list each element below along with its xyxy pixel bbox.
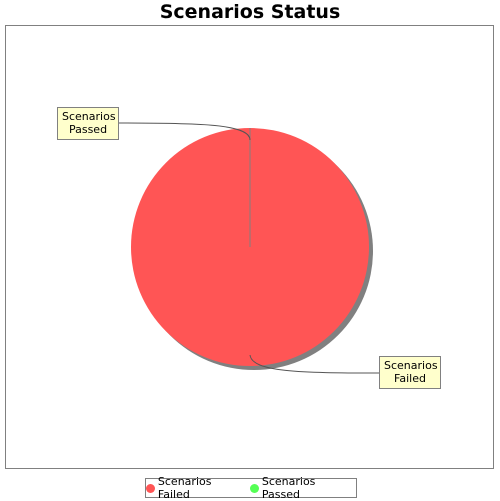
chart-legend: Scenarios Failed Scenarios Passed (145, 475, 357, 501)
label-passed-line2: Passed (68, 123, 108, 136)
label-failed-line2: Failed (394, 372, 426, 385)
legend-swatch-passed (249, 483, 259, 493)
label-scenarios-failed: Scenarios Failed (379, 356, 441, 389)
legend-item-failed: Scenarios Failed (146, 475, 246, 501)
legend-label-failed: Scenarios Failed (157, 475, 212, 501)
leader-line-failed (249, 354, 380, 374)
chart-title: Scenarios Status (159, 1, 341, 23)
legend-label-passed: Scenarios Passed (261, 475, 316, 501)
label-passed-line1: Scenarios (62, 110, 116, 123)
label-failed-line1: Scenarios (384, 359, 438, 372)
label-scenarios-passed: Scenarios Passed (57, 107, 119, 140)
legend-swatch-failed (146, 483, 155, 493)
legend-item-passed: Scenarios Passed (249, 475, 356, 501)
leader-line-passed (118, 122, 251, 141)
